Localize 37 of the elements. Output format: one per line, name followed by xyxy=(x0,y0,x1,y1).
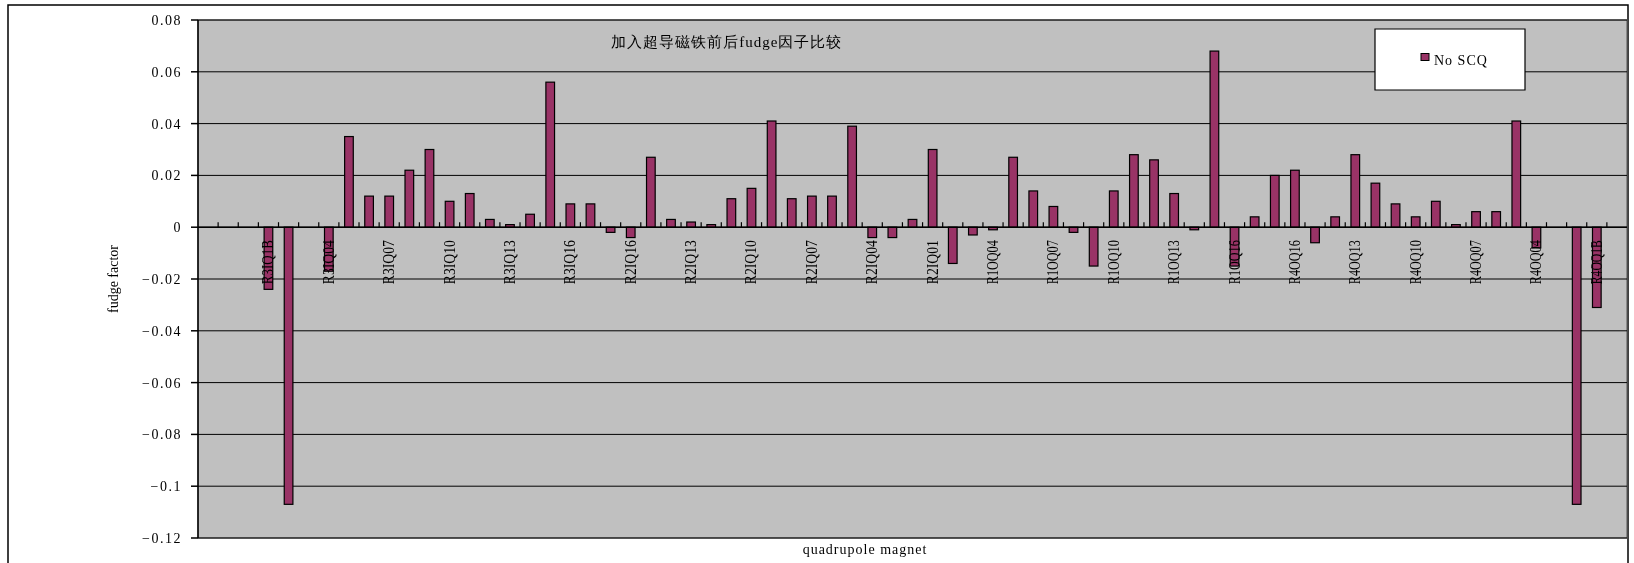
y-tick-label: −0.06 xyxy=(142,375,182,391)
y-tick-label: 0.06 xyxy=(151,64,182,80)
x-tick-label: R3IQ10 xyxy=(440,232,458,285)
x-tick-label: R4OQ13 xyxy=(1346,226,1364,285)
x-tick-label: R1OQ04 xyxy=(984,226,1002,285)
y-tick-label: 0.08 xyxy=(151,13,182,28)
y-tick-label: −0.08 xyxy=(142,427,182,443)
x-tick-label: R4OQ16 xyxy=(1285,226,1303,285)
x-tick-label: R2IQ13 xyxy=(682,232,700,285)
legend: No SCQ xyxy=(1374,28,1526,91)
x-tick-label: R1OQ07 xyxy=(1044,226,1062,285)
x-tick-label: R3IQ1B xyxy=(259,229,277,285)
x-tick-label: R2IQ04 xyxy=(863,232,881,285)
x-axis-title: quadrupole magnet xyxy=(802,542,928,557)
y-tick-label: −0.02 xyxy=(142,272,182,287)
y-tick-label: 0.02 xyxy=(151,168,182,184)
x-tick-label: R1OQ16 xyxy=(1225,226,1243,285)
x-tick-label: R2IQ16 xyxy=(621,232,639,285)
x-tick-label: R1OQ10 xyxy=(1104,226,1122,285)
x-tick-label: R4OQ04 xyxy=(1527,226,1545,285)
x-tick-label: R4OQ10 xyxy=(1406,226,1424,285)
y-tick-label: 0 xyxy=(173,220,182,236)
y-tick-label: −0.04 xyxy=(142,323,182,339)
x-tick-label: R3IQ16 xyxy=(561,232,579,285)
x-tick-label: R2IQ01 xyxy=(923,232,941,285)
y-tick-label: −0.12 xyxy=(142,531,182,546)
x-tick-label: R4OQ07 xyxy=(1467,226,1485,285)
x-tick-label: R3IQ13 xyxy=(500,232,518,285)
x-tick-label: R3IQ07 xyxy=(380,232,398,285)
y-tick-label: 0.04 xyxy=(151,116,182,132)
x-tick-label: R2IQ07 xyxy=(802,232,820,285)
text: 加入超导磁铁前后fudge因子比较 xyxy=(611,34,843,50)
x-tick-label: R1OQ13 xyxy=(1165,226,1183,285)
legend-label: No SCQ xyxy=(1434,52,1488,68)
x-tick-label: R2IQ10 xyxy=(742,232,760,285)
y-tick-label: −0.1 xyxy=(150,479,182,495)
y-axis-title: fudge factor xyxy=(106,244,121,314)
